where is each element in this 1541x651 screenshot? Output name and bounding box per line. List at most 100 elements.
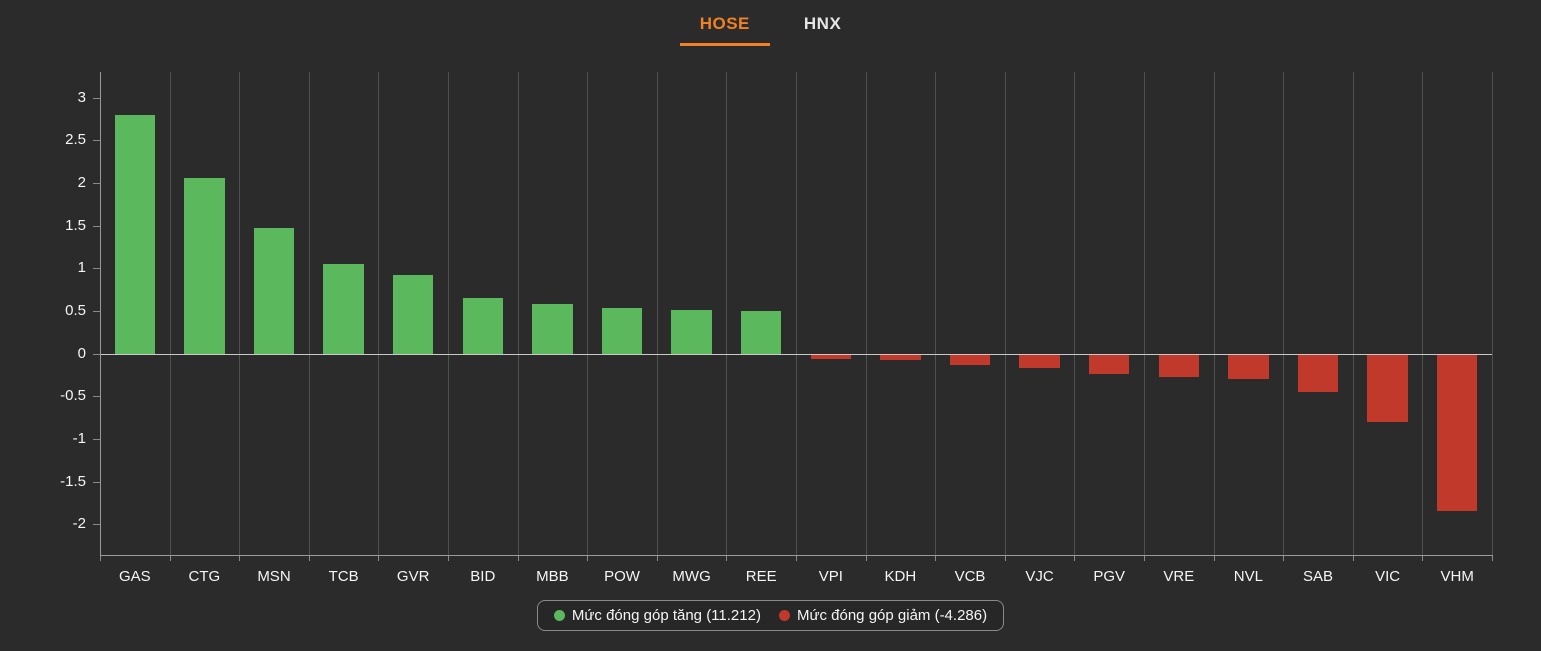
x-label-VJC: VJC [1025,568,1054,585]
grid-line-vertical [1074,72,1076,555]
bar-SAB[interactable] [1297,354,1339,392]
y-axis-tick [93,481,100,483]
x-label-VCB: VCB [954,568,986,585]
grid-line-vertical [239,72,241,555]
tab-hnx[interactable]: HNX [803,14,842,33]
x-axis-tick [1213,555,1215,561]
y-tick-label: 0 [77,344,86,362]
grid-line-vertical [796,72,797,555]
x-axis-tick [239,555,241,561]
y-tick-label: -1.5 [60,472,86,490]
legend-up-label: Mức đóng góp tăng (11.212) [571,607,761,624]
grid-line-vertical [935,72,937,555]
legend-item-down[interactable]: Mức đóng góp giảm (-4.286) [778,607,988,624]
bar-VPI[interactable] [810,354,851,359]
x-axis-tick [308,555,310,561]
bar-POW[interactable] [601,307,643,354]
x-axis-tick [796,555,797,561]
tab-hose[interactable]: HOSE [679,4,770,46]
x-label-TCB: TCB [328,568,359,585]
x-axis-tick [656,555,658,561]
bar-VRE[interactable] [1158,354,1199,378]
exchange-tabs: HOSE HNX [0,4,1541,46]
x-axis-tick [1144,555,1145,561]
x-axis-tick [448,555,449,561]
grid-line-vertical [308,72,310,555]
grid-line-vertical [1144,72,1145,555]
y-axis-tick [93,524,100,526]
bar-TCB[interactable] [323,264,364,354]
x-axis-tick [1074,555,1076,561]
legend-item-up[interactable]: Mức đóng góp tăng (11.212) [553,607,761,624]
grid-line-vertical [1213,72,1215,555]
grid-line-vertical [656,72,658,555]
bar-CTG[interactable] [184,177,225,354]
y-axis-tick [93,97,100,99]
x-label-NVL: NVL [1233,568,1263,585]
y-tick-label: 1 [77,259,86,277]
y-tick-label: 3 [77,88,86,106]
bar-KDH[interactable] [880,354,921,360]
bar-MWG[interactable] [671,310,712,354]
x-axis-tick [1004,555,1006,561]
bar-GVR[interactable] [393,275,434,354]
x-label-BID: BID [470,568,496,585]
grid-line-vertical [865,72,867,555]
y-axis-tick [93,268,100,270]
bar-REE[interactable] [741,310,782,354]
x-label-VHM: VHM [1440,568,1474,585]
y-axis-line [100,72,101,555]
grid-line-vertical [448,72,449,555]
bar-VIC[interactable] [1367,354,1408,422]
x-label-CTG: CTG [188,568,221,585]
zero-line [100,354,1492,355]
y-tick-label: 2 [77,173,86,191]
y-axis-tick [93,182,100,184]
legend-down-label: Mức đóng góp giảm (-4.286) [796,607,988,624]
x-axis-line [100,555,1493,556]
bar-MSN[interactable] [253,228,295,354]
grid-line-vertical [1004,72,1006,555]
bar-GAS[interactable] [114,114,155,354]
legend-down-dot-icon [778,610,790,621]
x-axis-tick [865,555,867,561]
grid-line-vertical [1422,72,1424,555]
legend-container: Mức đóng góp tăng (11.212) Mức đóng góp … [0,600,1541,631]
x-axis-tick [517,555,519,561]
grid-line-vertical [169,72,171,555]
grid-line-vertical [517,72,519,555]
y-axis-tick [93,225,100,227]
grid-line-vertical [378,72,380,555]
grid-line-vertical [1352,72,1354,555]
x-label-MSN: MSN [257,568,291,585]
y-axis-tick [93,353,100,355]
x-label-VPI: VPI [818,568,843,585]
bar-VJC[interactable] [1019,354,1060,369]
legend-up-dot-icon [553,610,565,621]
bar-VHM[interactable] [1437,354,1478,512]
x-label-VRE: VRE [1163,568,1195,585]
x-label-SAB: SAB [1302,568,1333,585]
y-axis-tick [93,396,100,398]
x-label-POW: POW [604,568,640,585]
x-label-VIC: VIC [1375,568,1401,585]
bar-MBB[interactable] [532,304,573,354]
x-axis-tick [1422,555,1424,561]
x-axis-tick [587,555,589,561]
grid-line-vertical [726,72,728,555]
x-label-MWG: MWG [672,568,711,585]
x-label-PGV: PGV [1093,568,1126,585]
x-label-GAS: GAS [118,568,151,585]
x-label-GVR: GVR [396,568,430,585]
y-tick-label: -2 [72,515,86,533]
bar-VCB[interactable] [949,354,991,366]
bar-PGV[interactable] [1089,354,1130,375]
y-axis-tick [93,310,100,312]
bar-NVL[interactable] [1228,354,1269,380]
y-tick-label: 1.5 [65,216,86,234]
x-axis-tick [726,555,728,561]
x-label-REE: REE [745,568,777,585]
y-tick-label: 2.5 [65,131,86,149]
bar-BID[interactable] [462,298,503,354]
